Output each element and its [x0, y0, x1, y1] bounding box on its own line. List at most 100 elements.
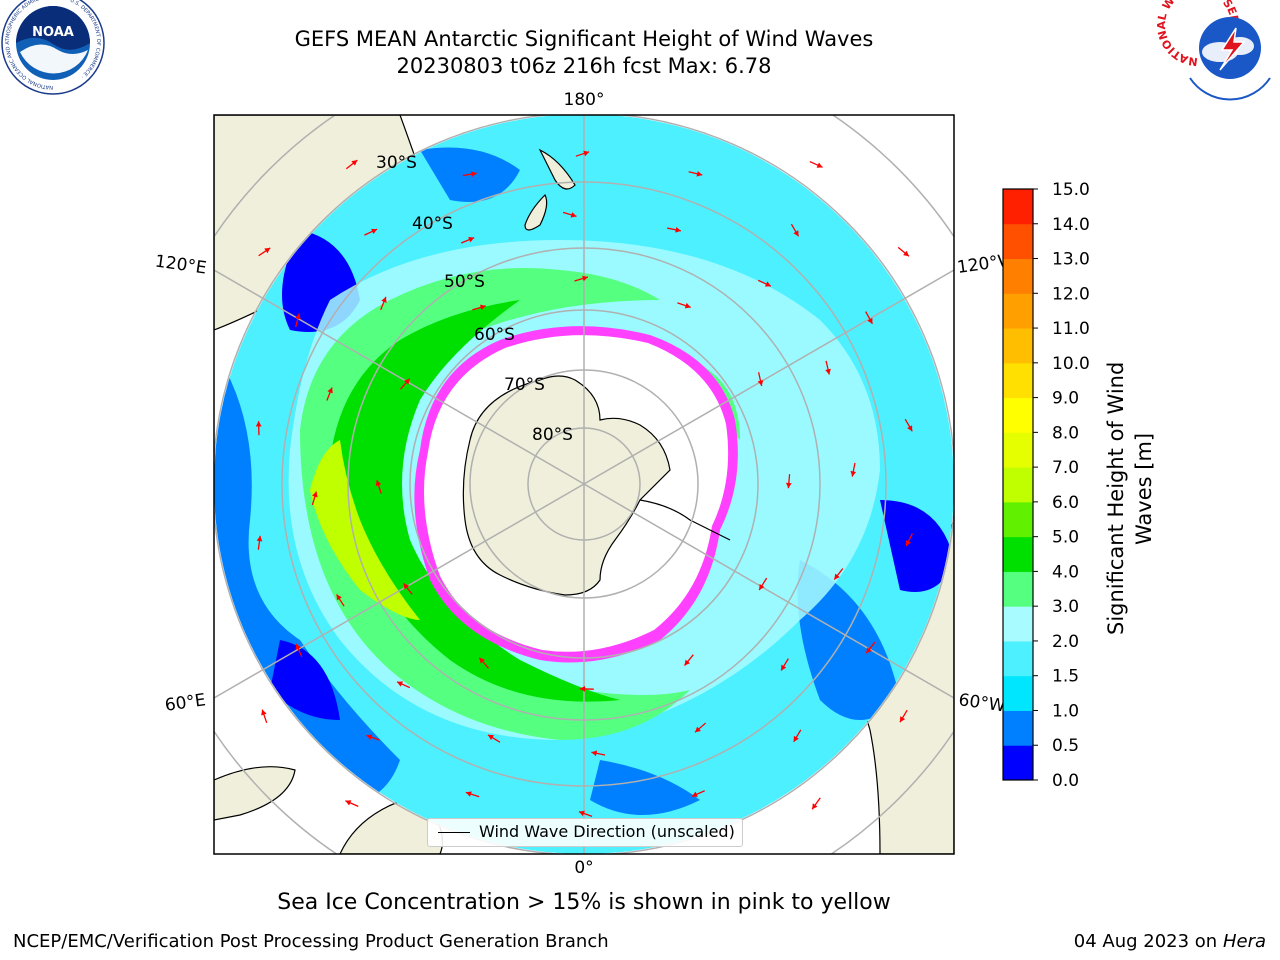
- wave-arrow-head: [570, 212, 577, 218]
- lat-label-30s: 30°S: [376, 153, 417, 173]
- colorbar-segment: [1003, 467, 1033, 503]
- lat-label-80s: 80°S: [532, 425, 573, 445]
- new-zealand-land: [524, 148, 576, 231]
- wave-arrow-head: [781, 664, 787, 671]
- colorbar-tick-label: 4.0: [1052, 562, 1079, 582]
- colorbar-tick-label: 5.0: [1052, 528, 1079, 548]
- colorbar-tick-label: 12.0: [1052, 284, 1090, 304]
- colorbar-tick-label: 11.0: [1052, 319, 1090, 339]
- colorbar-tick-label: 0.0: [1052, 771, 1079, 791]
- colorbar-segment: [1003, 258, 1033, 294]
- wave-arrow-head: [696, 170, 703, 177]
- wave-arrow-head: [793, 735, 799, 742]
- chart-subtitle: 20230803 t06z 216h fcst Max: 6.78: [396, 54, 772, 78]
- wave-arrow-head: [684, 659, 691, 666]
- wave-arrow-head: [579, 686, 586, 692]
- wave-arrow-head: [899, 716, 906, 723]
- wave-arrow-head: [256, 535, 263, 542]
- colorbar-border: [1002, 188, 1034, 781]
- graticule: [214, 115, 954, 854]
- colorbar-tick-label: 13.0: [1052, 250, 1090, 270]
- wave-arrow-head: [366, 734, 373, 740]
- lat-label-40s: 40°S: [412, 214, 453, 234]
- wave-arrow-head: [479, 304, 486, 311]
- wave-arrow-head: [345, 800, 352, 806]
- wave-arrow-head: [907, 425, 913, 432]
- wave-arrow-head: [582, 275, 588, 282]
- legend-line-swatch: [438, 832, 470, 833]
- colorbar-title-line2: Waves [m]: [1132, 433, 1156, 545]
- colorbar-segment: [1003, 536, 1033, 572]
- wave-arrow-head: [825, 368, 831, 375]
- wave-arrow-head: [371, 228, 378, 235]
- colorbar-tick-label: 8.0: [1052, 423, 1079, 443]
- wave-arrow-head: [397, 681, 404, 687]
- colorbar-segment: [1003, 745, 1033, 781]
- wave-arrow-head: [850, 470, 857, 477]
- colorbar-segment: [1003, 571, 1033, 607]
- lon-label-0: 0°: [574, 858, 593, 878]
- colorbar-tick-label: 15.0: [1052, 180, 1090, 200]
- colorbar-tick-label: 2.0: [1052, 632, 1079, 652]
- wave-arrow-head: [834, 573, 840, 580]
- sea-ice-caption: Sea Ice Concentration > 15% is shown in …: [277, 890, 891, 915]
- legend: Wind Wave Direction (unscaled): [427, 818, 743, 847]
- lat-label-60s: 60°S: [474, 325, 515, 345]
- chart-title: GEFS MEAN Antarctic Significant Height o…: [294, 27, 874, 51]
- wave-arrow-head: [468, 237, 475, 243]
- wave-arrow-head: [312, 491, 318, 498]
- wave-arrow-head: [578, 810, 585, 817]
- wave-arrow-head: [866, 647, 872, 654]
- colorbar-segment: [1003, 710, 1033, 746]
- wave-arrow-head: [764, 281, 771, 287]
- colorbar-tick-label: 1.5: [1052, 667, 1079, 687]
- colorbar-tick-label: 14.0: [1052, 215, 1090, 235]
- wave-arrow-head: [255, 421, 262, 427]
- map-border: [213, 114, 955, 855]
- colorbar-tick-label: 3.0: [1052, 597, 1079, 617]
- wave-arrow-head: [261, 709, 267, 716]
- wave-arrow-head: [675, 226, 681, 233]
- colorbar-segment: [1003, 675, 1033, 711]
- wind-wave-arrows: [255, 150, 913, 817]
- colorbar-tick-label: 7.0: [1052, 458, 1079, 478]
- colorbar-tick-label: 10.0: [1052, 354, 1090, 374]
- host-name: Hera: [1222, 931, 1266, 952]
- lat-label-50s: 50°S: [444, 272, 485, 292]
- colorbar: 0.0 0.5 1.0 1.5 2.0 3.0 4.0 5.0 6.0 7.0 8.0 9.0 10.0…: [1002, 180, 1090, 791]
- wave-arrow-head: [695, 726, 701, 733]
- lon-label-120e: 120°E: [154, 252, 208, 279]
- legend-label: Wind Wave Direction (unscaled): [479, 822, 735, 841]
- colorbar-segment: [1003, 328, 1033, 364]
- wave-arrow-head: [375, 480, 382, 487]
- lat-label-70s: 70°S: [504, 375, 545, 395]
- wave-arrow-head: [812, 803, 818, 810]
- colorbar-segment: [1003, 640, 1033, 677]
- colorbar-tick-label: 9.0: [1052, 389, 1079, 409]
- colorbar-segment: [1003, 362, 1033, 399]
- wave-arrow-head: [759, 584, 765, 591]
- antarctic-peninsula: [639, 499, 731, 541]
- wave-arrow-head: [465, 791, 472, 797]
- wave-arrow-head: [905, 540, 912, 547]
- noaa-logo: NATIONAL OCEANIC AND ATMOSPHERIC ADMINIS…: [1, 0, 105, 95]
- wave-arrow-head: [684, 302, 691, 309]
- colorbar-segment: [1003, 293, 1033, 329]
- colorbar-segment: [1003, 223, 1033, 260]
- producer-credit: NCEP/EMC/Verification Post Processing Pr…: [13, 931, 609, 952]
- wave-arrow-head: [591, 750, 598, 757]
- wave-arrow-head: [336, 594, 342, 601]
- colorbar-segment: [1003, 397, 1033, 433]
- africa-land: [214, 766, 296, 821]
- wave-arrow-head: [903, 250, 909, 257]
- noaa-logo-text: NOAA: [32, 25, 74, 40]
- antarctica-land: [462, 375, 671, 596]
- lon-label-60e: 60°E: [164, 690, 207, 715]
- colorbar-tick-label: 6.0: [1052, 493, 1079, 513]
- wave-arrow-head: [691, 791, 698, 797]
- wave-arrow-head: [757, 380, 764, 386]
- colorbar-segment: [1003, 432, 1033, 468]
- colorbar-segment: [1003, 501, 1033, 538]
- map-panel: 30°S 40°S 50°S 60°S 70°S 80°S: [214, 115, 954, 854]
